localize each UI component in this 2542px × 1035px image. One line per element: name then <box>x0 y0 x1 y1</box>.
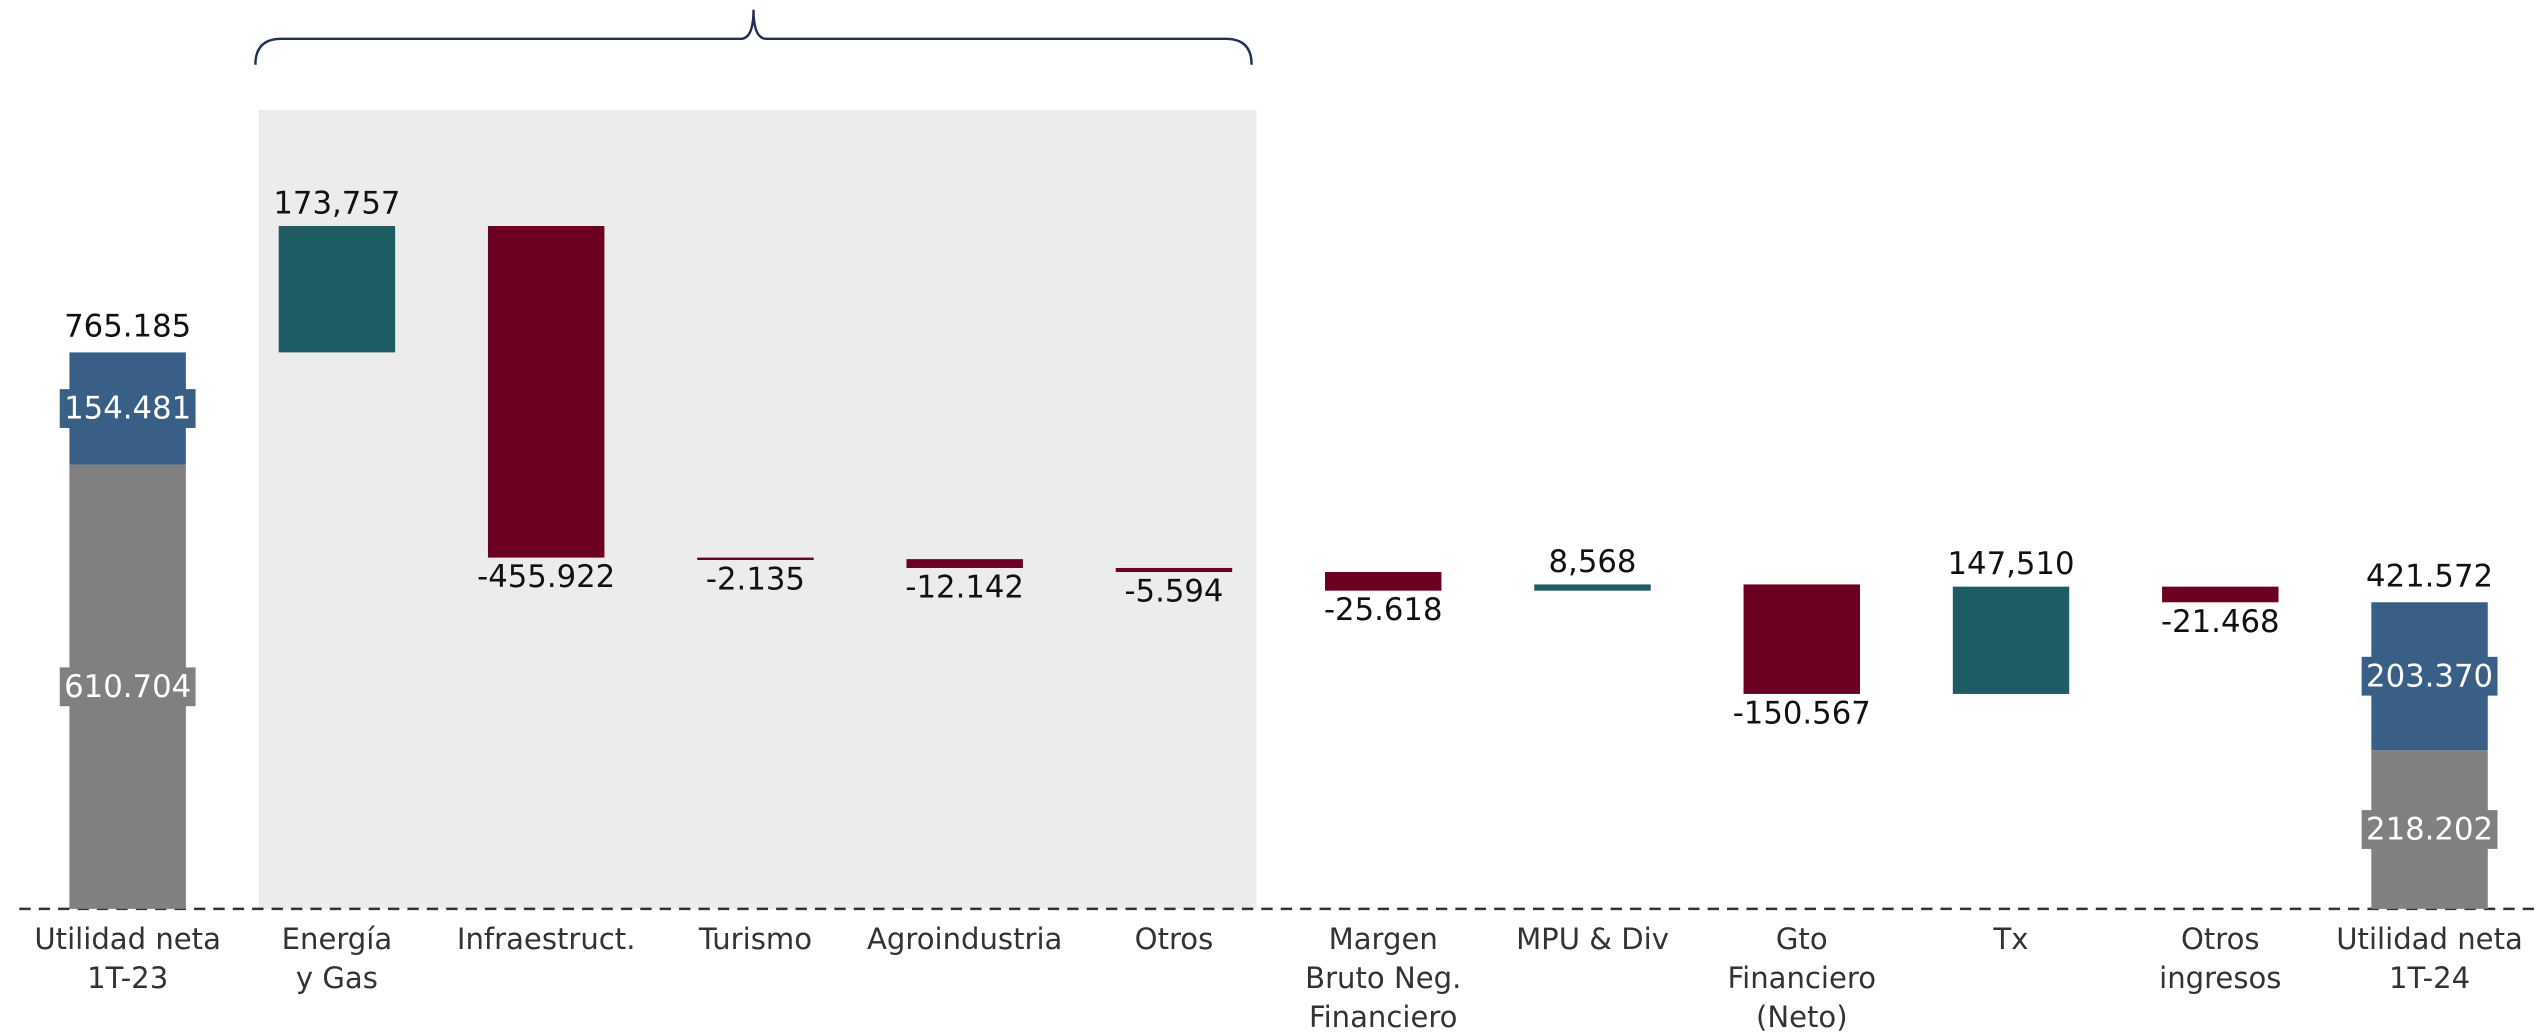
x-tick-label: Turismo <box>698 922 812 956</box>
segment-label: 610.704 <box>64 669 191 705</box>
x-tick-label-line: Infraestruct. <box>457 922 636 956</box>
waterfall-bar <box>906 559 1023 568</box>
segment-label-bg <box>2361 810 2498 849</box>
x-tick-label-line: Utilidad neta <box>34 922 221 956</box>
waterfall-bar <box>1325 572 1442 591</box>
x-tick-label-line: Otros <box>2181 922 2260 956</box>
x-tick-label: Gto Financiero (Neto) <box>1728 922 1877 1034</box>
x-tick-label-line: (Neto) <box>1756 1000 1848 1034</box>
segment-label-bg <box>59 667 196 707</box>
x-tick-label-line: y Gas <box>296 961 378 995</box>
waterfall-bar <box>1115 567 1233 573</box>
value-label: -25.618 <box>1324 592 1443 628</box>
value-label: -12.142 <box>905 569 1024 605</box>
waterfall-bar <box>487 226 605 558</box>
x-tick-label: Margen Bruto Neg. Financiero <box>1305 922 1461 1034</box>
value-label: 8,568 <box>1549 544 1637 580</box>
x-tick-label: Utilidad neta 1T-24 <box>2336 922 2523 995</box>
x-tick-label-line: Turismo <box>698 922 812 956</box>
x-tick-label-line: ingresos <box>2159 961 2281 995</box>
x-tick-label-line: Gto <box>1776 922 1828 956</box>
x-tick-label-line: Tx <box>1993 922 2029 956</box>
x-tick-label-line: Financiero <box>1309 1000 1458 1034</box>
value-label: -5.594 <box>1124 574 1223 610</box>
x-tick-label-line: Energía <box>282 922 393 956</box>
x-tick-label-line: 1T-23 <box>87 961 168 995</box>
waterfall-bar <box>278 226 396 353</box>
x-tick-label-line: MPU & Div <box>1516 922 1669 956</box>
x-tick-label-line: Financiero <box>1728 961 1877 995</box>
waterfall-bar <box>1743 584 1860 694</box>
segment-label: 203.370 <box>2366 658 2493 694</box>
x-tick-label-line: Agroindustria <box>867 922 1062 956</box>
value-label: -21.468 <box>2161 604 2280 640</box>
waterfall-bar <box>1534 584 1651 591</box>
value-label: 173,757 <box>273 185 400 221</box>
value-label: -150.567 <box>1733 695 1871 731</box>
segment-label: 218.202 <box>2366 812 2493 848</box>
x-tick-label: Otros ingresos <box>2159 922 2281 995</box>
waterfall-bar <box>1952 586 2070 694</box>
x-tick-label-line: Margen <box>1329 922 1438 956</box>
waterfall-bar <box>2162 586 2279 603</box>
segment-label-bg <box>2361 656 2498 696</box>
x-tick-label-line: Bruto Neg. <box>1305 961 1461 995</box>
value-label: -2.135 <box>706 562 805 598</box>
x-tick-label-line: Utilidad neta <box>2336 922 2523 956</box>
waterfall-bar <box>697 557 814 561</box>
x-tick-label-line: 1T-24 <box>2389 961 2470 995</box>
x-tick-label: Tx <box>1993 922 2029 956</box>
value-label: 147,510 <box>1948 546 2075 582</box>
x-tick-label: Agroindustria <box>867 922 1062 956</box>
x-tick-label: Utilidad neta 1T-23 <box>34 922 221 995</box>
brace <box>254 9 1253 65</box>
value-label: -455.922 <box>477 559 615 595</box>
x-tick-label: Otros <box>1135 922 1214 956</box>
x-tick-label: Infraestruct. <box>457 922 636 956</box>
segment-label-bg <box>59 389 196 428</box>
total-label: 765.185 <box>64 309 191 345</box>
highlight-region <box>258 109 1257 909</box>
x-tick-label: MPU & Div <box>1516 922 1669 956</box>
total-label: 421.572 <box>2366 559 2493 595</box>
segment-label: 154.481 <box>64 391 191 427</box>
x-tick-label-line: Otros <box>1135 922 1214 956</box>
x-tick-label: Energía y Gas <box>282 922 393 995</box>
